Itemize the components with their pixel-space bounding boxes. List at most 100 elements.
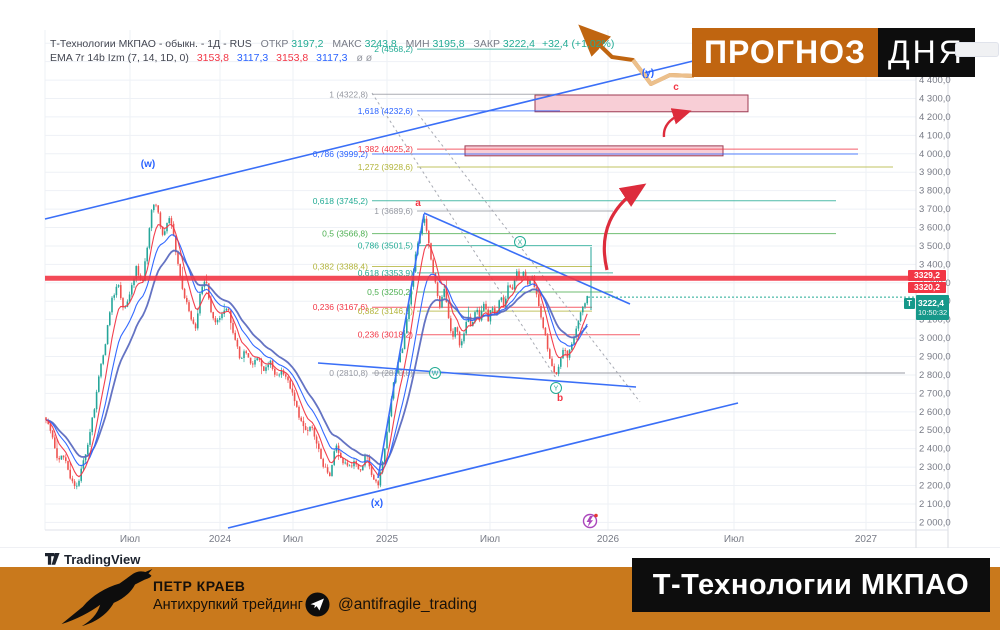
svg-text:0,5 (3250,2): 0,5 (3250,2) bbox=[367, 287, 413, 297]
price-tick: 3 500,0 bbox=[919, 241, 951, 252]
ema-lines bbox=[45, 224, 592, 478]
time-tick: Июл bbox=[480, 534, 500, 545]
legend-change: +32,4 (+1,02%) bbox=[541, 38, 615, 50]
price-tick: 3 700,0 bbox=[919, 204, 951, 215]
wave-label-red: c bbox=[673, 82, 679, 93]
ema-14 bbox=[45, 234, 588, 471]
price-tick: 2 600,0 bbox=[919, 407, 951, 418]
ema-value-3: 3153,8 bbox=[276, 52, 309, 64]
price-tick: 2 300,0 bbox=[919, 462, 951, 473]
wave-label-red: a bbox=[415, 198, 421, 209]
time-tick: Июл bbox=[283, 534, 303, 545]
price-tick: 2 400,0 bbox=[919, 444, 951, 455]
trendline bbox=[423, 212, 631, 305]
time-axis[interactable] bbox=[45, 530, 916, 548]
banner-word-prognoz: ПРОГНОЗ bbox=[692, 28, 878, 77]
chart-legend: Т-Технологии МКПАО - обыкн. - 1Д - RUS О… bbox=[50, 37, 614, 65]
legend-close-value: 3222,4 bbox=[502, 38, 536, 50]
svg-text:0,618 (3745,2): 0,618 (3745,2) bbox=[313, 196, 368, 206]
ema-extra: ø ø bbox=[356, 52, 373, 64]
wave-label-circled: W bbox=[432, 371, 439, 378]
legend-line-2: EMA 7r 14b Izm (7, 14, 1D, 0) 3153,8 311… bbox=[50, 51, 614, 65]
time-tick: 2025 bbox=[376, 534, 399, 545]
author-subtitle: Антихрупкий трейдинг bbox=[153, 597, 303, 613]
target-zones bbox=[464, 94, 749, 157]
legend-high-label: МАКС bbox=[332, 38, 362, 50]
price-tick: 2 000,0 bbox=[919, 517, 951, 528]
svg-text:1 (3689,6): 1 (3689,6) bbox=[374, 206, 413, 216]
svg-text:0,236 (3167,6): 0,236 (3167,6) bbox=[313, 302, 368, 312]
price-alert-badge-2: 3320,2 bbox=[908, 281, 946, 293]
price-chart[interactable]: 1 (4322,8) 0,786 (3999,2) 0,618 (3745,2) 0,… bbox=[0, 0, 1000, 549]
target-zone bbox=[464, 145, 724, 157]
telegram-handle: @antifragile_trading bbox=[338, 596, 477, 613]
svg-text:1,618 (4232,6): 1,618 (4232,6) bbox=[358, 106, 413, 116]
prognoz-banner: ПРОГНОЗ ДНЯ bbox=[692, 28, 975, 77]
grid-layer bbox=[44, 30, 916, 530]
ema-7 bbox=[45, 224, 588, 478]
current-price-value: 3222,4 bbox=[918, 298, 944, 308]
forecast-arrow-small bbox=[662, 108, 692, 138]
price-tick: 3 800,0 bbox=[919, 186, 951, 197]
price-tick: 4 400,0 bbox=[919, 75, 951, 86]
price-tick: 2 500,0 bbox=[919, 425, 951, 436]
wave-label-circled: Y bbox=[554, 386, 559, 393]
legend-low-label: МИН bbox=[405, 38, 430, 50]
wave-label-circled: X bbox=[518, 240, 523, 247]
trendlines bbox=[44, 51, 739, 529]
forecast-arrow-up bbox=[602, 183, 647, 271]
flash-icon bbox=[582, 513, 598, 529]
current-price-badge: 3222,4 10:50:32 bbox=[916, 295, 949, 320]
svg-text:1,272 (3928,6): 1,272 (3928,6) bbox=[358, 162, 413, 172]
time-tick: 2026 bbox=[597, 534, 620, 545]
wave-labels: (w) (x) (y) a b c W X Y bbox=[141, 68, 679, 509]
candles-layer bbox=[45, 203, 588, 490]
alert-levels bbox=[45, 275, 916, 298]
ticker-flag-badge: Т bbox=[904, 298, 915, 309]
price-tick: 3 400,0 bbox=[919, 259, 951, 270]
legend-close-label: ЗАКР bbox=[473, 38, 500, 50]
legend-low-value: 3195,8 bbox=[432, 38, 465, 50]
wave-label-red: b bbox=[557, 393, 563, 404]
svg-text:0,786 (3999,2): 0,786 (3999,2) bbox=[313, 149, 368, 159]
ticker-title-box: Т-Технологии МКПАО bbox=[632, 558, 990, 612]
price-tick: 4 100,0 bbox=[919, 130, 951, 141]
price-tick: 3 600,0 bbox=[919, 223, 951, 234]
tradingview-logo-text: TradingView bbox=[64, 551, 141, 567]
price-tick: 2 700,0 bbox=[919, 388, 951, 399]
ema-value-4: 3117,3 bbox=[316, 52, 348, 64]
time-tick: 2024 bbox=[209, 534, 232, 545]
ema-value-1: 3153,8 bbox=[196, 52, 229, 64]
legend-symbol: Т-Технологии МКПАО - обыкн. - 1Д - RUS bbox=[50, 38, 252, 50]
price-tick: 3 100,0 bbox=[919, 315, 951, 326]
legend-open-label: ОТКР bbox=[260, 38, 289, 50]
legend-line-1: Т-Технологии МКПАО - обыкн. - 1Д - RUS О… bbox=[50, 37, 614, 51]
ema-indicator-name: EMA 7r 14b Izm (7, 14, 1D, 0) bbox=[50, 52, 189, 64]
svg-text:1 (4322,8): 1 (4322,8) bbox=[329, 89, 368, 99]
time-tick: 2027 bbox=[855, 534, 878, 545]
price-tick: 2 200,0 bbox=[919, 481, 951, 492]
wave-label-blue: (w) bbox=[141, 159, 155, 170]
svg-text:0 (2810,8): 0 (2810,8) bbox=[329, 368, 368, 378]
svg-text:1,382 (4025,2): 1,382 (4025,2) bbox=[358, 144, 413, 154]
svg-text:0,786 (3501,5): 0,786 (3501,5) bbox=[358, 241, 413, 251]
svg-text:0,236 (3018,2): 0,236 (3018,2) bbox=[358, 330, 413, 340]
axis-settings-pill[interactable] bbox=[955, 42, 999, 57]
wave-label-blue: (x) bbox=[371, 498, 383, 509]
svg-text:0,5 (3566,8): 0,5 (3566,8) bbox=[322, 229, 368, 239]
legend-high-value: 3243,8 bbox=[364, 38, 397, 50]
arrows bbox=[578, 24, 695, 271]
telegram-icon bbox=[305, 592, 330, 617]
price-tick: 3 000,0 bbox=[919, 333, 951, 344]
time-tick: Июл bbox=[724, 534, 744, 545]
price-tick: 3 900,0 bbox=[919, 167, 951, 178]
author-name: ПЕТР КРАЕВ bbox=[153, 578, 246, 594]
price-tick: 4 000,0 bbox=[919, 149, 951, 160]
price-tick: 2 900,0 bbox=[919, 352, 951, 363]
price-alert-badge-1: 3329,2 bbox=[908, 269, 946, 281]
svg-text:0,382 (3146,5): 0,382 (3146,5) bbox=[358, 306, 413, 316]
svg-text:2 (4568,2): 2 (4568,2) bbox=[374, 44, 413, 54]
bar-countdown: 10:50:32 bbox=[918, 308, 948, 317]
svg-text:0,618 (3353,9): 0,618 (3353,9) bbox=[358, 268, 413, 278]
